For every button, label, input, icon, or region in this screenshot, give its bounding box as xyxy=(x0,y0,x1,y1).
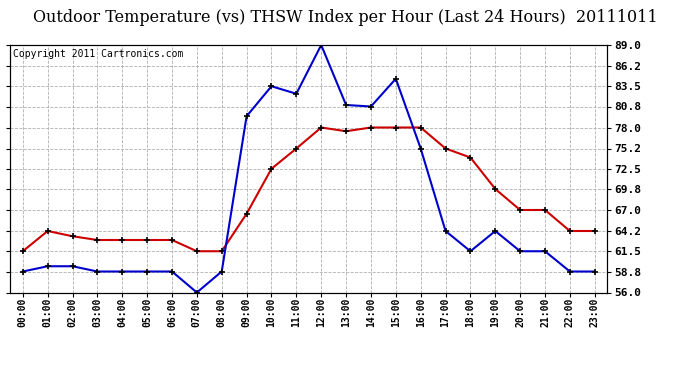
Text: Outdoor Temperature (vs) THSW Index per Hour (Last 24 Hours)  20111011: Outdoor Temperature (vs) THSW Index per … xyxy=(32,9,658,26)
Text: Copyright 2011 Cartronics.com: Copyright 2011 Cartronics.com xyxy=(13,49,184,59)
